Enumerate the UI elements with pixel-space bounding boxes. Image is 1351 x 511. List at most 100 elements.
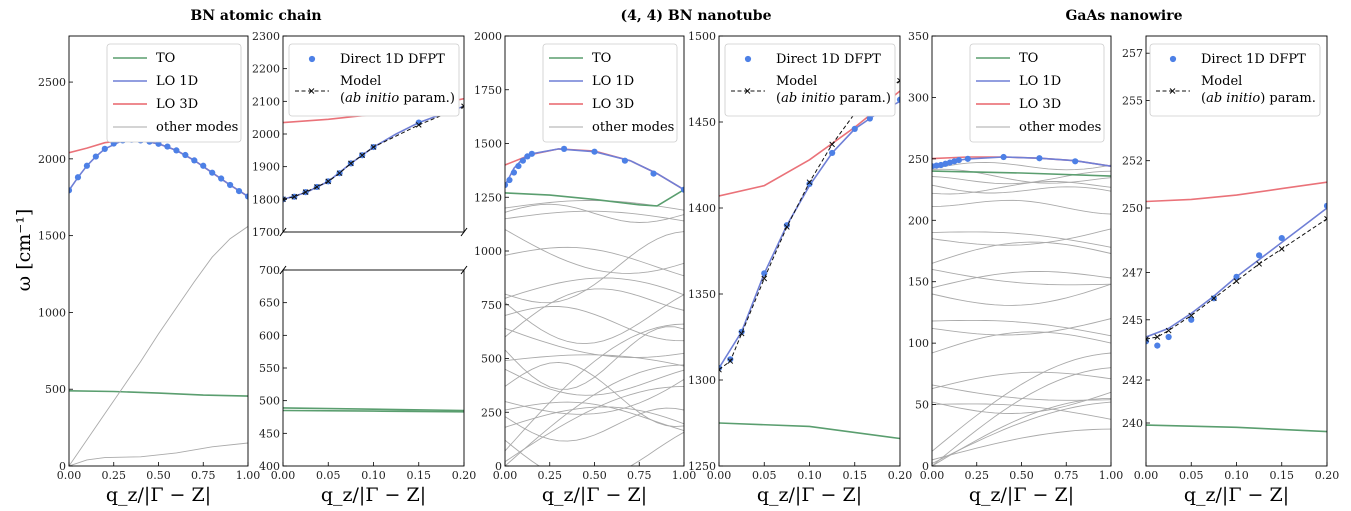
x-tick-label: 0.10 [361,469,386,482]
model-marker [415,121,422,128]
other-mode-line [505,379,684,415]
model-marker [1146,336,1149,343]
y-tick-label: 247 [1122,267,1143,280]
dfpt-point [1188,316,1195,323]
legend-label: Model [1201,74,1242,89]
dfpt-point [1000,153,1007,161]
x-tick-label: 0.05 [1179,469,1204,482]
dfpt-point [164,143,171,150]
y-tick-label: 1500 [688,30,716,43]
other-mode-line [932,403,1111,420]
dfpt-point [1323,202,1327,209]
axis-break-mark [460,265,468,275]
y-tick-label: 2200 [252,63,280,76]
lo-1d-line [1146,207,1327,338]
y-tick-label: 600 [259,329,280,342]
dfpt-point [505,181,509,189]
model-marker [348,160,354,167]
legend-label: Direct 1D DFPT [340,52,445,67]
other-mode-line [505,246,684,277]
dfpt-point [1154,342,1161,349]
x-tick-label: 0.25 [965,469,990,482]
model-marker [302,189,309,196]
model-marker [1211,295,1217,302]
y-tick-label: 1400 [688,202,716,215]
legend-box [542,43,678,143]
other-mode-line [505,401,684,432]
dfpt-point [866,115,873,122]
dfpt-point [851,125,858,132]
other-mode-line [505,407,684,442]
other-mode-line [505,288,684,338]
dfpt-point [191,157,198,164]
x-tick-label: 0.20 [888,469,913,482]
other-mode-line [505,231,684,304]
dfpt-point [515,162,522,170]
other-mode-line [932,397,1111,466]
model-marker [1233,278,1240,284]
panel-bn-nanotube-zoom: 0.00 0.05 0.10 0.15 0.20 q_z/|Γ − Z| 1250 1300 1… [688,30,912,506]
model-marker [829,141,835,148]
other-mode-line [505,354,684,367]
dfpt-point [209,169,216,176]
x-tick-label: 0.15 [1270,469,1295,482]
legend-marker [744,88,751,94]
lo-3d-line [69,139,248,198]
y-tick-label: 350 [908,30,929,43]
model-marker [719,366,722,373]
panel-bn-nanotube: 0.00 0.25 0.50 0.75 1.00 q_z/|Γ − Z| 0 250 500 75… [474,30,696,506]
to-line [719,422,900,440]
to-line [283,407,464,412]
y-tick-label: 1900 [252,161,280,174]
title-bn-nanotube: (4, 4) BN nanotube [621,8,772,24]
dfpt-point [69,187,73,194]
y-tick-label: 750 [481,299,502,312]
y-tick-label: 250 [1122,202,1143,215]
y-tick-label: 240 [1122,417,1143,430]
dfpt-point [680,186,684,193]
x-tick-label: 0.50 [582,469,607,482]
y-tick-label: 2100 [252,95,280,108]
x-tick-label: 1.00 [236,469,261,482]
legend-box [1149,43,1321,117]
dfpt-point [1072,158,1079,165]
legend-box [106,43,242,143]
y-tick-label: 1700 [252,226,280,239]
x-tick-label: 0.75 [191,469,216,482]
dfpt-point [235,188,243,195]
y-tick-label: 242 [1122,374,1143,387]
dfpt-point [964,155,971,162]
legend-marker [308,88,315,94]
model-marker [314,184,320,190]
legend-box [724,43,896,117]
dfpt-point [218,175,225,182]
y-tick-label: 650 [259,297,280,310]
legend-label: LO 3D [1019,97,1061,112]
dfpt-point [1036,155,1043,162]
y-tick-label: 1500 [38,230,66,243]
y-tick-label: 550 [259,362,280,375]
panel-bn-chain: 0.00 0.25 0.50 0.75 1.00 q_z/|Γ − Z| 0 500 1000 1… [38,35,261,506]
other-mode-line [505,306,684,342]
other-mode-line [932,428,1111,461]
title-gaas-nanowire: GaAs nanowire [1065,8,1182,24]
other-mode-line [505,203,684,223]
y-tick-label: 1800 [252,193,280,206]
other-modes-line [69,226,248,466]
dfpt-point [227,181,234,189]
dfpt-point [761,270,768,277]
dfpt-point [528,150,535,157]
model-marker [283,196,286,203]
dfpt-point [101,145,108,152]
model-marker [727,358,734,364]
legend-label: (ab initio) param. [1201,91,1316,106]
x-tick-label: 0.00 [57,469,82,482]
other-mode-line [505,210,684,222]
other-mode-line [932,367,1111,466]
to-line [69,390,248,397]
y-tick-label: 257 [1122,47,1143,60]
dfpt-point [650,170,657,177]
legend-label: Direct 1D DFPT [776,52,881,67]
dfpt-point [1278,235,1285,242]
